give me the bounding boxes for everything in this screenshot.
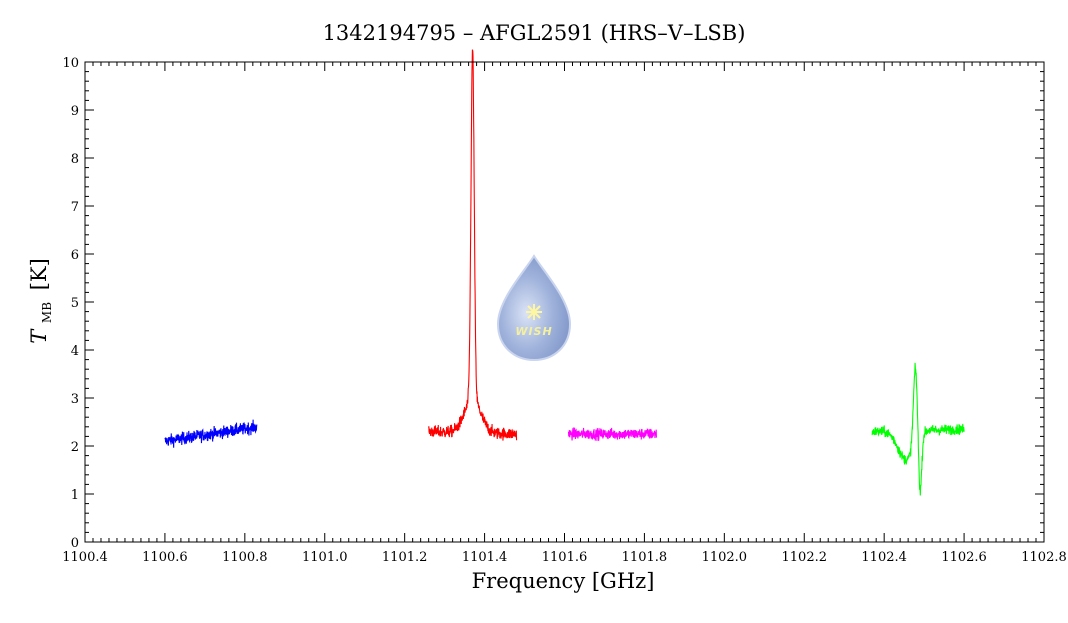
y-axis-title-unit: [K] xyxy=(27,258,51,290)
plot-area xyxy=(164,49,965,496)
x-tick-label: 1101.0 xyxy=(302,550,348,565)
x-tick-label: 1100.4 xyxy=(62,550,108,565)
wish-logo: WISH xyxy=(496,254,572,362)
y-tick-label: 10 xyxy=(62,56,79,71)
x-tick-label: 1102.8 xyxy=(1021,550,1067,565)
wish-logo-star-icon xyxy=(526,304,542,320)
chart-title: 1342194795 – AFGL2591 (HRS–V–LSB) xyxy=(323,21,746,45)
spectrum-series-3 xyxy=(567,427,657,441)
y-axis-title: T MB [K] xyxy=(27,258,56,344)
y-tick-label: 6 xyxy=(71,248,79,263)
x-tick-label: 1101.8 xyxy=(622,550,668,565)
x-tick-label: 1102.2 xyxy=(782,550,828,565)
y-tick-label: 7 xyxy=(71,200,79,215)
y-tick-label: 8 xyxy=(71,152,79,167)
x-tick-label: 1102.4 xyxy=(861,550,907,565)
y-tick-label: 3 xyxy=(71,392,79,407)
y-tick-label: 0 xyxy=(71,536,79,551)
spectrum-series-2 xyxy=(428,49,518,441)
y-axis-title-symbol: T xyxy=(27,328,51,344)
x-tick-label: 1102.0 xyxy=(702,550,748,565)
y-tick-label: 4 xyxy=(71,344,79,359)
x-tick-label: 1102.6 xyxy=(941,550,987,565)
y-tick-label: 9 xyxy=(71,104,79,119)
x-tick-label: 1101.2 xyxy=(382,550,428,565)
svg-text:T MB [K]: T MB [K] xyxy=(27,258,56,344)
spectrum-series-1 xyxy=(164,419,258,448)
y-tick-label: 1 xyxy=(71,488,79,503)
spectrum-series-4 xyxy=(871,362,965,496)
x-tick-label: 1101.4 xyxy=(462,550,508,565)
plot-frame: 1100.4 1100.6 1100.8 1101.0 1101.2 1101.4 1101… xyxy=(62,56,1067,565)
x-tick-label: 1100.6 xyxy=(142,550,188,565)
x-tick-label: 1101.6 xyxy=(542,550,588,565)
y-axis-title-subscript: MB xyxy=(40,302,54,323)
x-tick-label: 1100.8 xyxy=(222,550,268,565)
y-tick-label: 5 xyxy=(71,296,79,311)
y-tick-label: 2 xyxy=(71,440,79,455)
wish-logo-text: WISH xyxy=(515,325,552,338)
x-axis-title: Frequency [GHz] xyxy=(472,569,655,593)
